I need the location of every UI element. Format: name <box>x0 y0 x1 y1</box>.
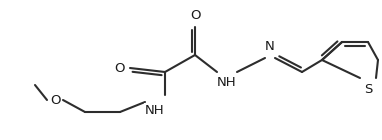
Text: NH: NH <box>145 104 165 117</box>
Text: O: O <box>50 94 60 107</box>
Text: NH: NH <box>217 76 237 89</box>
Text: O: O <box>190 9 200 22</box>
Text: N: N <box>265 40 275 53</box>
Text: O: O <box>115 61 125 74</box>
Text: S: S <box>364 83 372 96</box>
